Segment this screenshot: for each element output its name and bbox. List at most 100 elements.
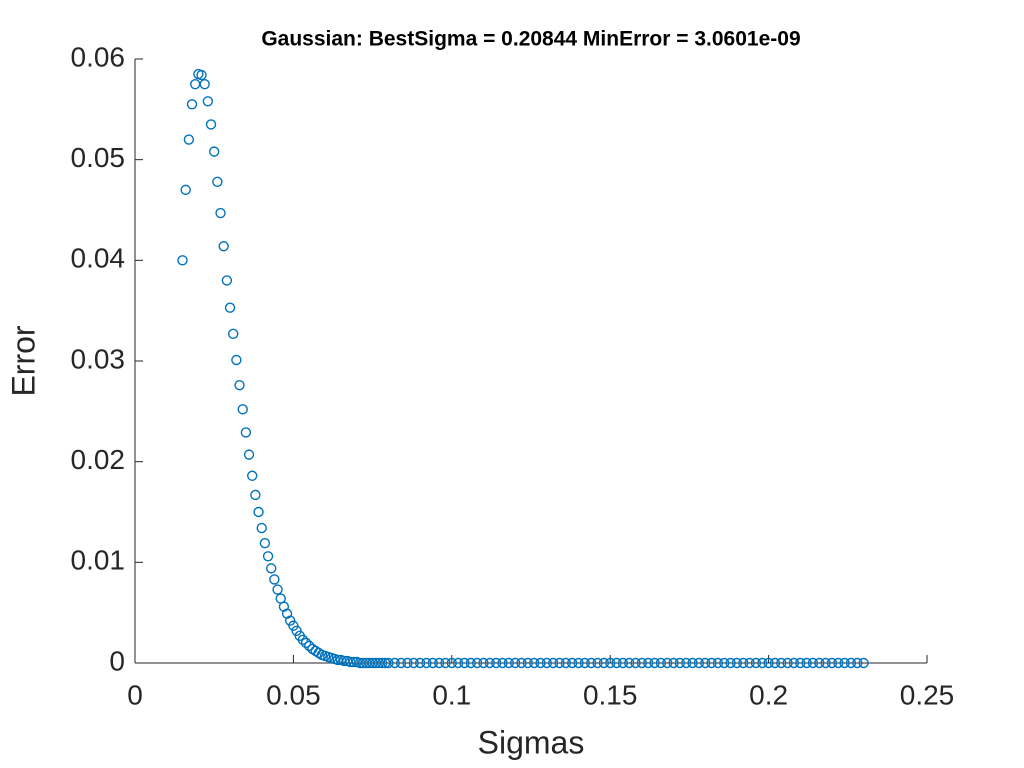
point bbox=[516, 657, 527, 669]
point bbox=[262, 551, 274, 562]
y-tick-label: 0.04 bbox=[71, 243, 126, 274]
point bbox=[605, 657, 616, 669]
x-tick-label: 0.1 bbox=[432, 679, 471, 710]
y-tick-label: 0 bbox=[109, 645, 125, 676]
point bbox=[240, 427, 252, 438]
point bbox=[769, 657, 781, 669]
x-tick-label: 0.15 bbox=[583, 679, 638, 710]
point bbox=[674, 657, 686, 669]
point bbox=[224, 302, 236, 313]
point bbox=[776, 657, 787, 669]
point bbox=[617, 657, 629, 669]
point bbox=[522, 657, 534, 669]
point bbox=[649, 657, 660, 669]
point bbox=[814, 657, 825, 669]
point bbox=[725, 657, 736, 669]
point bbox=[414, 657, 426, 669]
point bbox=[421, 657, 432, 669]
point bbox=[763, 657, 774, 669]
point bbox=[465, 657, 477, 669]
chart-title: Gaussian: BestSigma = 0.20844 MinError =… bbox=[261, 28, 800, 51]
point bbox=[807, 657, 819, 669]
point bbox=[395, 657, 407, 669]
point bbox=[490, 657, 502, 669]
point bbox=[700, 657, 711, 669]
point bbox=[839, 657, 850, 669]
point bbox=[668, 657, 679, 669]
point bbox=[712, 657, 724, 669]
point bbox=[205, 119, 217, 130]
point bbox=[795, 657, 806, 669]
point bbox=[579, 657, 591, 669]
point bbox=[757, 657, 768, 669]
point bbox=[272, 584, 283, 595]
point bbox=[297, 634, 309, 646]
point bbox=[624, 657, 635, 669]
point bbox=[234, 379, 245, 391]
point bbox=[643, 657, 654, 669]
point bbox=[845, 657, 857, 669]
point bbox=[788, 657, 800, 669]
point bbox=[402, 657, 413, 669]
point bbox=[180, 184, 191, 196]
point bbox=[592, 657, 603, 669]
point bbox=[446, 657, 457, 669]
point bbox=[738, 657, 749, 669]
point bbox=[801, 657, 812, 669]
point bbox=[719, 657, 730, 669]
point bbox=[858, 657, 869, 669]
point bbox=[440, 657, 451, 669]
point bbox=[566, 657, 578, 669]
x-axis-label: Sigmas bbox=[478, 724, 585, 760]
point bbox=[782, 657, 793, 669]
point bbox=[611, 657, 622, 669]
y-tick-label: 0.06 bbox=[71, 41, 126, 72]
point bbox=[681, 657, 692, 669]
point bbox=[183, 134, 195, 145]
point bbox=[655, 657, 667, 669]
point bbox=[389, 657, 400, 669]
y-tick-label: 0.01 bbox=[71, 545, 126, 576]
point bbox=[471, 657, 483, 669]
point bbox=[247, 470, 258, 481]
point bbox=[259, 538, 271, 549]
point bbox=[826, 657, 838, 669]
point bbox=[253, 506, 264, 518]
point bbox=[528, 657, 540, 669]
point bbox=[218, 241, 229, 252]
point bbox=[256, 522, 267, 534]
point bbox=[300, 637, 312, 649]
point bbox=[186, 99, 198, 110]
point bbox=[459, 657, 470, 669]
point bbox=[250, 489, 261, 501]
point bbox=[535, 657, 546, 669]
point bbox=[285, 615, 296, 626]
point bbox=[731, 657, 743, 669]
y-tick-label: 0.02 bbox=[71, 444, 126, 475]
point bbox=[237, 404, 248, 415]
point bbox=[433, 657, 445, 669]
point bbox=[427, 657, 438, 669]
x-tick-label: 0.2 bbox=[749, 679, 788, 710]
y-tick-label: 0.05 bbox=[71, 142, 126, 173]
point bbox=[693, 657, 705, 669]
point bbox=[196, 69, 207, 81]
point bbox=[221, 275, 233, 286]
point bbox=[573, 657, 584, 669]
point bbox=[383, 657, 394, 669]
point bbox=[376, 657, 388, 669]
point bbox=[484, 657, 496, 669]
point bbox=[177, 255, 188, 266]
point bbox=[503, 657, 515, 669]
point bbox=[408, 657, 419, 669]
point bbox=[288, 620, 299, 631]
y-axis-label: Error bbox=[5, 325, 41, 396]
point bbox=[202, 96, 214, 107]
point bbox=[598, 657, 610, 669]
x-tick-label: 0.05 bbox=[266, 679, 321, 710]
point bbox=[452, 657, 464, 669]
point bbox=[212, 176, 223, 188]
point bbox=[243, 449, 255, 460]
